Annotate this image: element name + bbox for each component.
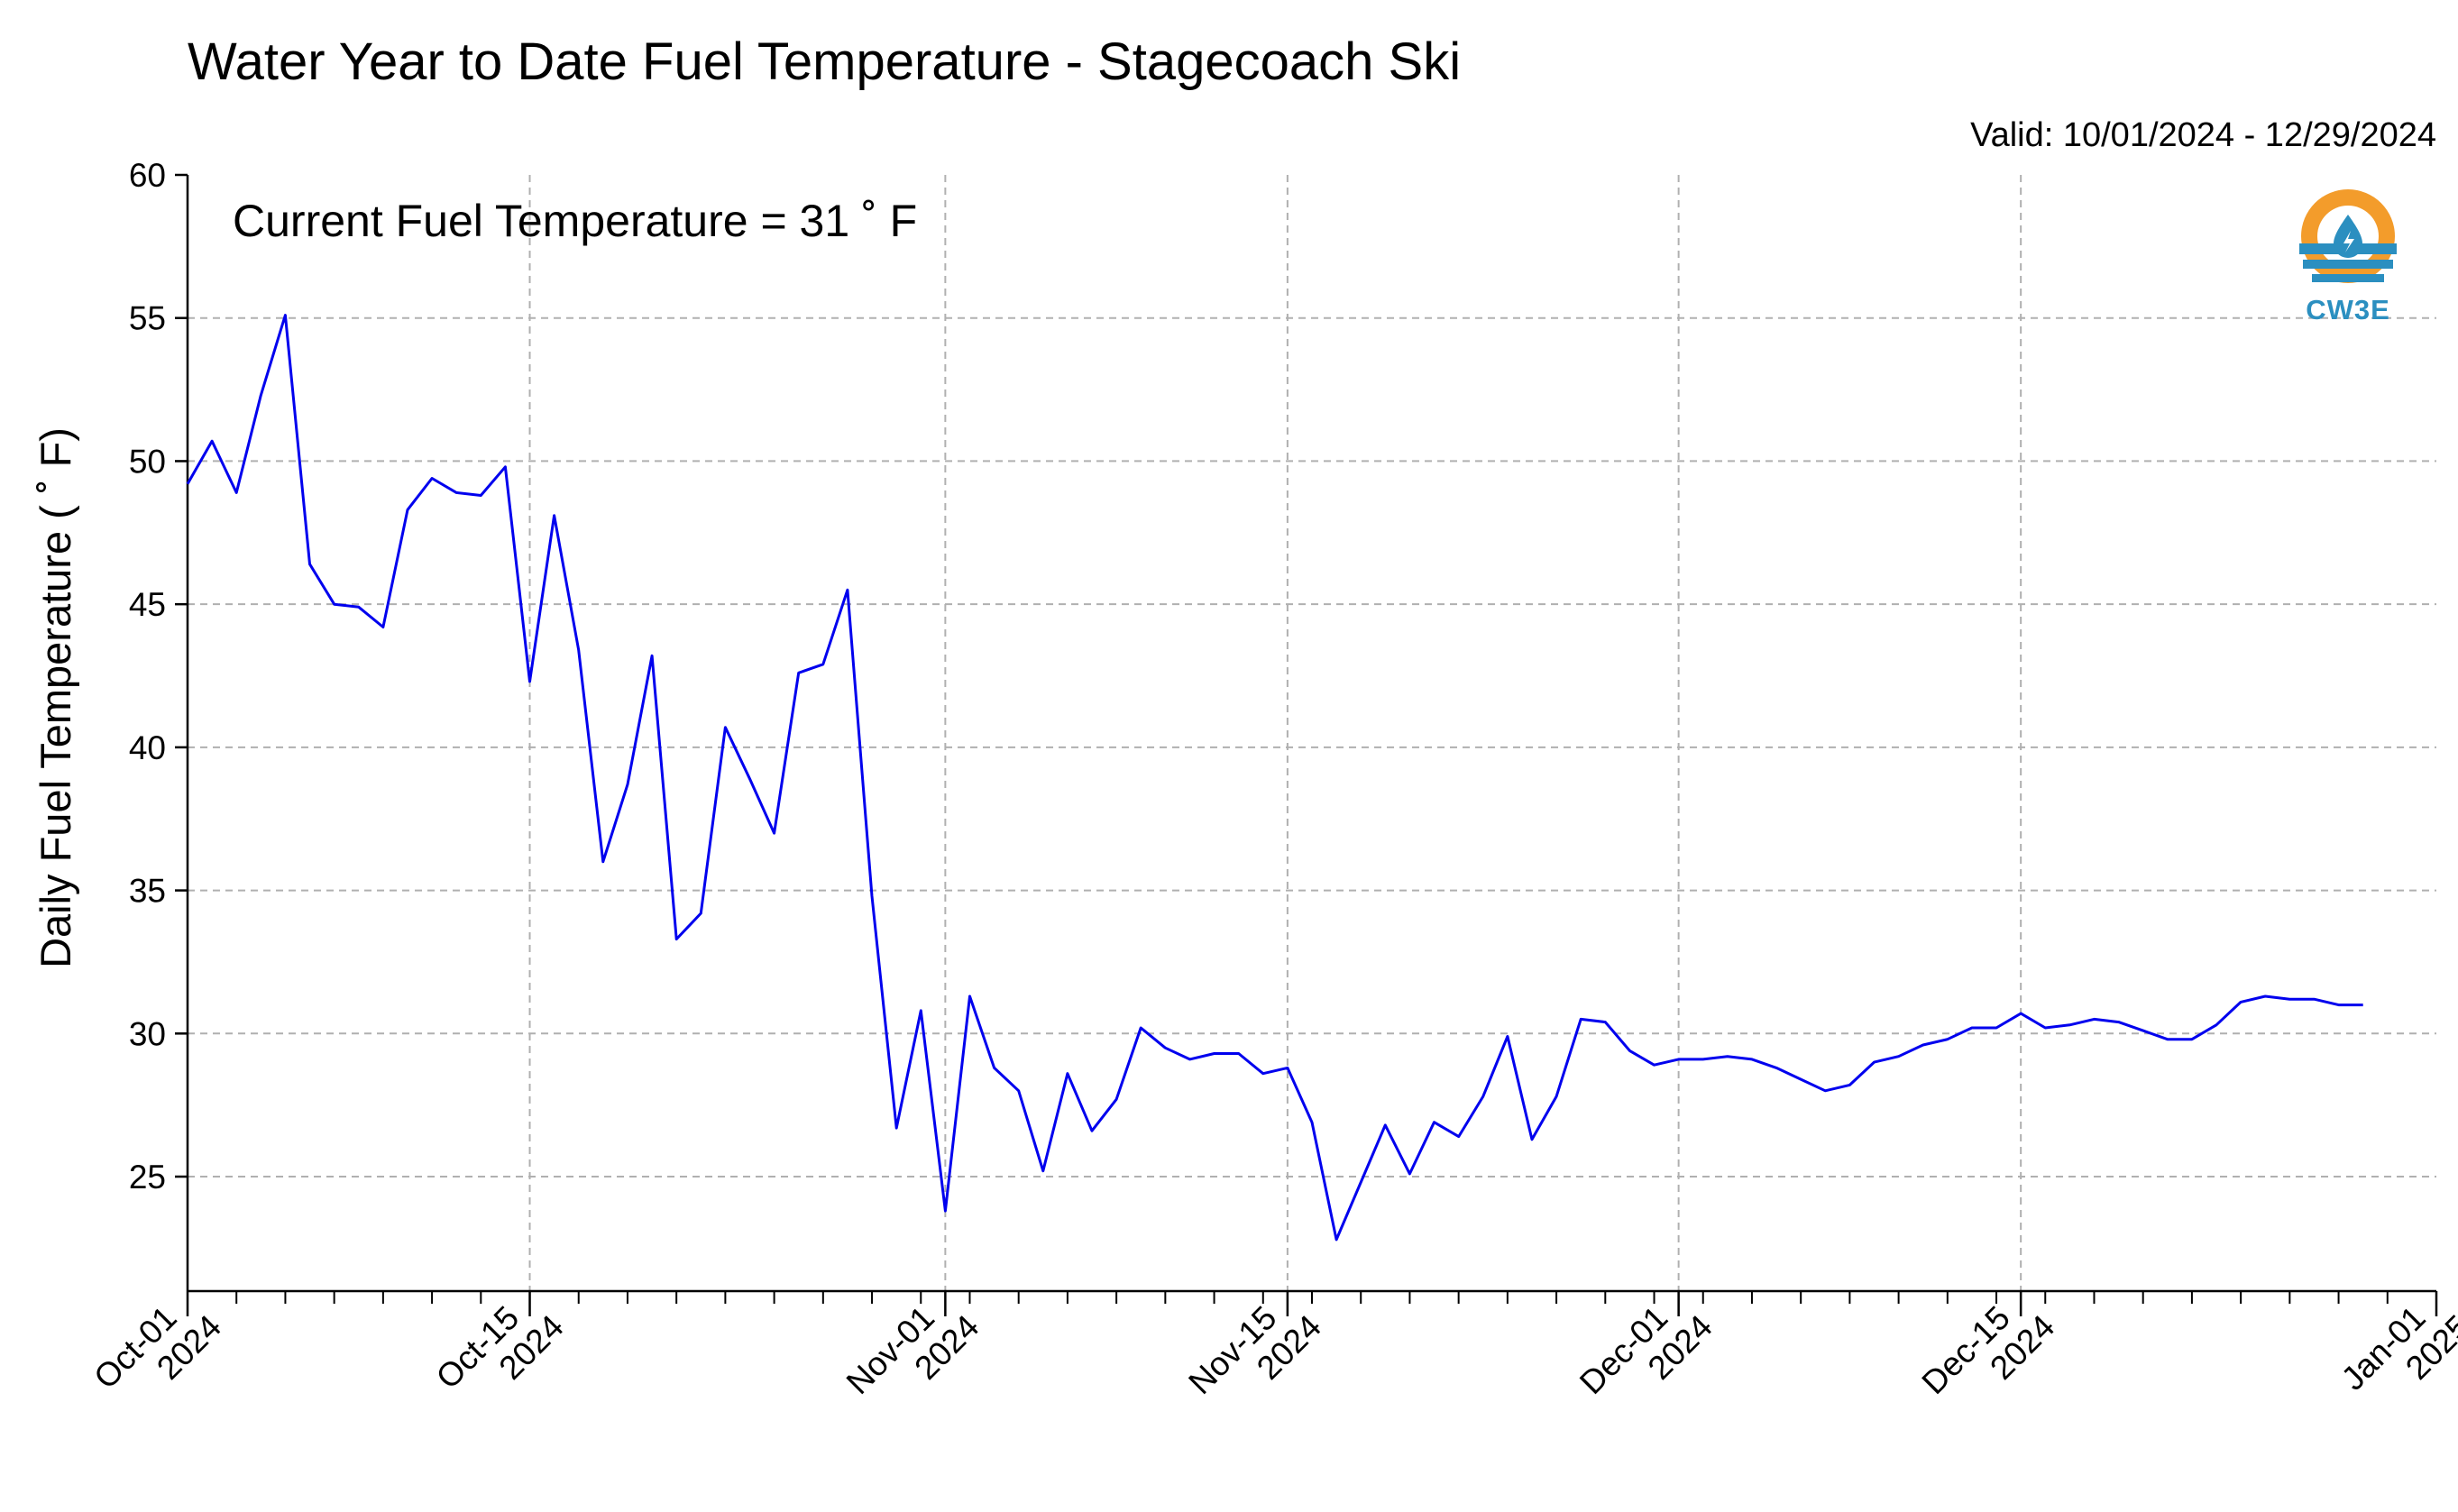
chart-subtitle: Valid: 10/01/2024 - 12/29/2024 [1970,116,2436,154]
series [186,314,2363,1242]
y-tick-label: 60 [129,157,166,194]
fuel-temperature-line [186,314,2363,1242]
cw3e-logo: CW3E [2299,189,2397,325]
y-tick-label: 45 [129,586,166,623]
grid [188,175,2436,1291]
chart-title: Water Year to Date Fuel Temperature - St… [188,32,1461,91]
y-tick-label: 35 [129,873,166,910]
y-tick-label: 40 [129,729,166,766]
y-tick-label: 50 [129,443,166,480]
y-tick-label: 55 [129,300,166,337]
logo-text: CW3E [2306,294,2390,325]
y-tick-label: 25 [129,1159,166,1196]
y-axis-label: Daily Fuel Temperature ( ˚ F) [32,427,79,968]
current-temperature-annotation: Current Fuel Temperature = 31 ˚ F [233,196,917,246]
y-tick-label: 30 [129,1015,166,1052]
